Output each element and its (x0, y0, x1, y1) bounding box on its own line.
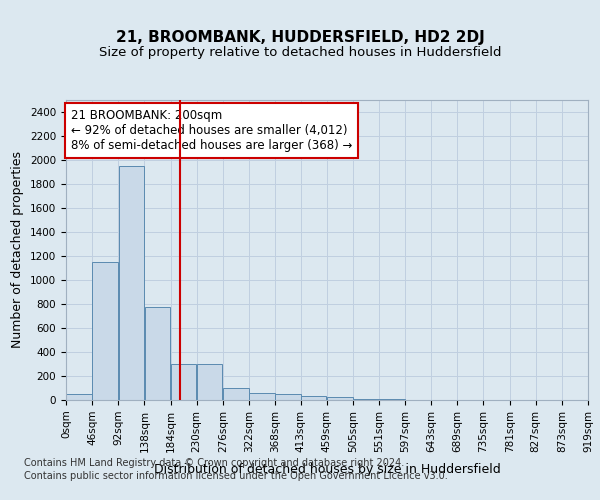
Text: Size of property relative to detached houses in Huddersfield: Size of property relative to detached ho… (99, 46, 501, 59)
Bar (275, 394, 301, 400)
Bar (249, 394, 275, 400)
Bar (66, 394, 92, 400)
Bar (92, 262, 118, 400)
Text: Contains public sector information licensed under the Open Government Licence v3: Contains public sector information licen… (24, 471, 448, 481)
Y-axis label: Number of detached properties: Number of detached properties (11, 152, 25, 348)
Bar (223, 388, 248, 400)
Bar (119, 166, 144, 400)
X-axis label: Distribution of detached houses by size in Huddersfield: Distribution of detached houses by size … (154, 463, 500, 476)
Bar (197, 364, 223, 400)
Bar (353, 399, 379, 400)
Text: 21 BROOMBANK: 200sqm
← 92% of detached houses are smaller (4,012)
8% of semi-det: 21 BROOMBANK: 200sqm ← 92% of detached h… (71, 109, 353, 152)
Bar (327, 397, 353, 400)
Bar (301, 396, 326, 400)
Bar (171, 364, 196, 400)
Bar (145, 307, 170, 400)
Text: 21, BROOMBANK, HUDDERSFIELD, HD2 2DJ: 21, BROOMBANK, HUDDERSFIELD, HD2 2DJ (116, 30, 484, 45)
Text: Contains HM Land Registry data © Crown copyright and database right 2024.: Contains HM Land Registry data © Crown c… (24, 458, 404, 468)
